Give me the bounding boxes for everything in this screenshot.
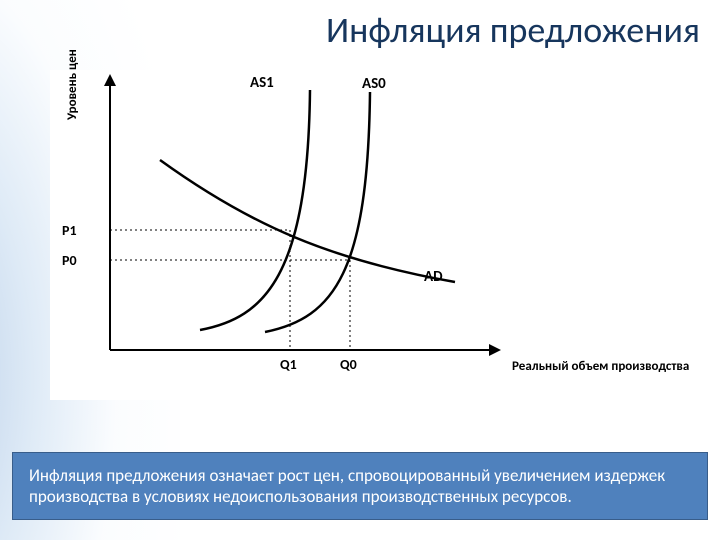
x-axis-label-text: Реальный объем производства (512, 359, 689, 374)
description-box: Инфляция предложения означает рост цен, … (12, 452, 708, 521)
slide-title: Инфляция предложения (326, 8, 700, 52)
chart-svg (50, 70, 660, 400)
label-p1: P1 (62, 222, 77, 239)
label-ad: AD (424, 268, 443, 286)
y-axis-arrow (104, 74, 116, 86)
label-as1: AS1 (250, 74, 274, 92)
curve-as0 (265, 92, 370, 332)
x-axis-label: Реальный объем производства (512, 358, 689, 376)
label-as0: AS0 (362, 75, 386, 93)
curve-as1 (200, 90, 310, 330)
x-axis-arrow (489, 344, 501, 356)
chart (50, 70, 660, 400)
label-q0: Q0 (340, 356, 357, 373)
y-axis-label: Уровень цен (65, 49, 80, 120)
label-p0: P0 (62, 252, 77, 269)
curve-ad (160, 160, 455, 282)
label-q1: Q1 (280, 356, 297, 373)
description-text: Инфляция предложения означает рост цен, … (29, 465, 691, 508)
